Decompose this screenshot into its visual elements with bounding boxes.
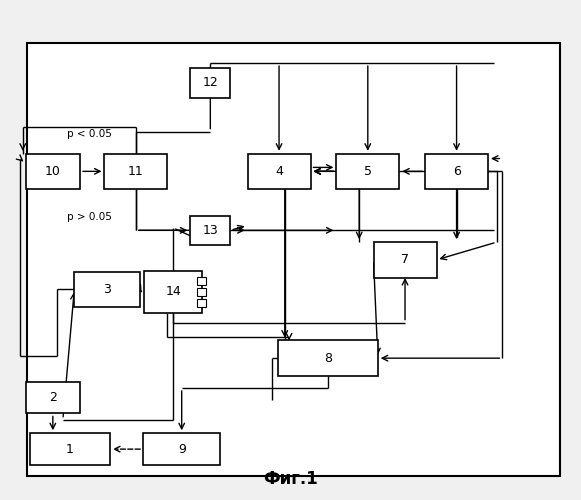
Text: 5: 5 (364, 165, 372, 178)
Bar (26, 154, 80, 189)
Text: p > 0.05: p > 0.05 (67, 212, 112, 222)
Bar (336, 154, 399, 189)
Text: 4: 4 (275, 165, 283, 178)
Text: 13: 13 (202, 224, 218, 237)
Text: p < 0.05: p < 0.05 (67, 130, 112, 140)
Text: 7: 7 (401, 254, 409, 266)
Bar (425, 154, 488, 189)
Bar (374, 242, 436, 278)
Bar (143, 433, 220, 465)
Bar (145, 271, 202, 312)
Bar (30, 433, 110, 465)
Bar (197, 288, 206, 296)
Bar (27, 44, 560, 476)
Bar (105, 154, 167, 189)
Text: 11: 11 (128, 165, 144, 178)
Bar (248, 154, 310, 189)
Bar (191, 68, 231, 98)
Bar (278, 340, 378, 376)
Bar (74, 272, 140, 307)
Text: 6: 6 (453, 165, 461, 178)
Text: 1: 1 (66, 442, 74, 456)
Bar (197, 298, 206, 306)
Text: 2: 2 (49, 391, 57, 404)
Text: 3: 3 (103, 283, 111, 296)
Text: 14: 14 (165, 286, 181, 298)
Text: Фиг.1: Фиг.1 (263, 470, 318, 488)
Bar (197, 277, 206, 285)
Text: 9: 9 (178, 442, 186, 456)
Bar (26, 382, 80, 414)
Bar (191, 216, 231, 245)
Text: 12: 12 (202, 76, 218, 90)
Text: 10: 10 (45, 165, 61, 178)
Text: 8: 8 (324, 352, 332, 364)
